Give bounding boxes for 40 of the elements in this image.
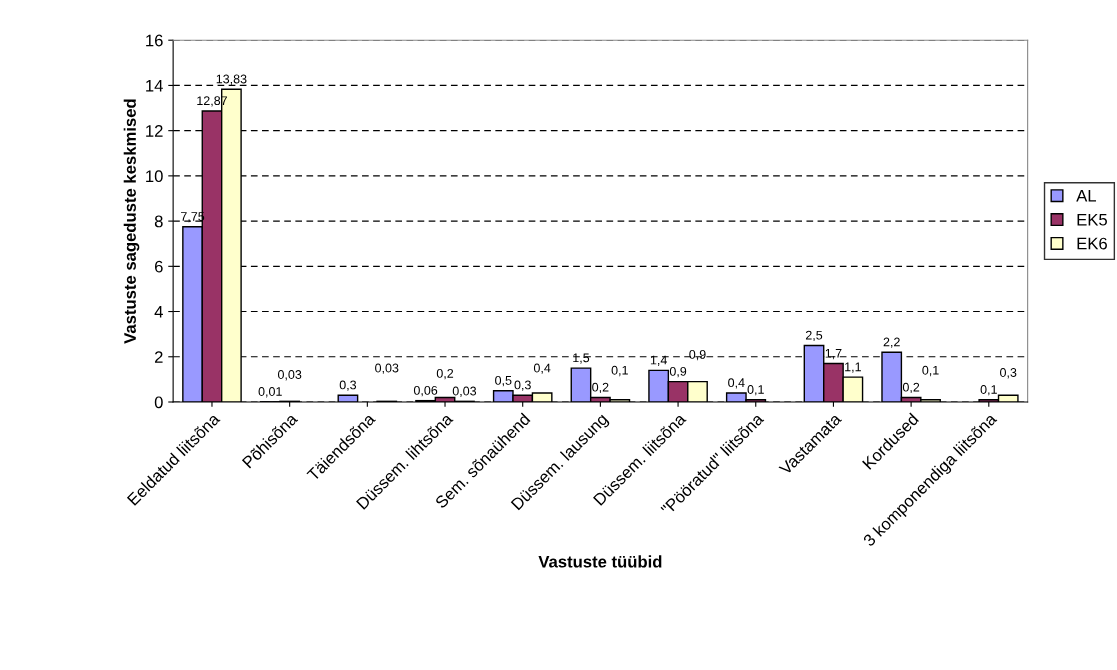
data-label: 0,3 [1000,368,1017,379]
data-label: 0,01 [258,387,282,398]
data-label: 0,2 [592,382,609,394]
data-label: 1,4 [650,355,667,366]
legend-label: EK6 [1077,237,1107,250]
data-label: 0,06 [413,385,438,397]
data-label: 13,83 [216,74,247,85]
data-label: 0,5 [495,375,512,387]
y-tick-label: 14 [146,80,163,92]
data-label: 0,1 [922,365,939,377]
data-label: 0,2 [902,382,920,394]
data-label: 0,4 [728,378,745,389]
y-tick-label: 6 [154,260,163,273]
data-label: 2,5 [805,330,823,342]
data-label: 0,03 [452,386,477,397]
data-label: 1,7 [825,348,842,360]
y-tick-label: 16 [146,34,163,47]
legend-label: AL [1076,190,1097,202]
data-label: 1,1 [845,362,861,373]
data-label: 0,03 [375,363,399,374]
data-label: 2,2 [883,337,900,348]
data-label: 0,4 [533,363,551,374]
y-tick-label: 0 [154,396,163,409]
data-label: 0,1 [747,385,764,396]
data-label: 0,2 [436,368,454,380]
y-tick-label: 10 [146,170,163,183]
data-label: 0,9 [669,366,687,378]
data-label: 0,3 [514,380,531,391]
y-axis-title: Vastuste sageduste keskmised [123,99,140,344]
y-tick-label: 8 [154,215,163,228]
data-label: 0,9 [689,349,706,361]
x-axis-title: Vastuste tüübid [538,555,662,568]
y-tick-label: 2 [154,351,163,363]
y-tick-label: 12 [146,125,163,137]
legend-label: EK5 [1077,213,1107,226]
data-label: 0,1 [980,385,997,396]
y-tick-label: 4 [154,306,163,318]
data-label: 0,03 [277,370,302,381]
data-label: 0,3 [339,380,357,391]
data-label: 0,1 [611,365,628,377]
